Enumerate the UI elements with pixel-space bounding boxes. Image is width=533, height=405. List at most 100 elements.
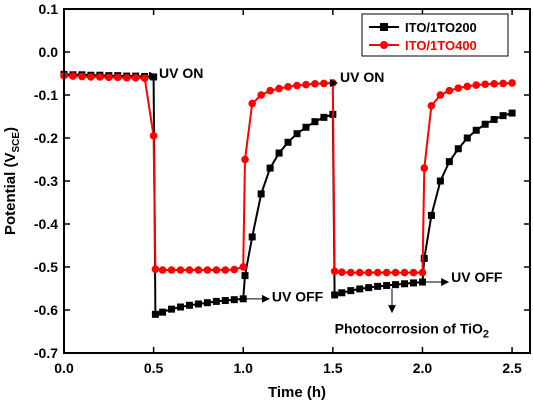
x-tick-label: 1.5 bbox=[323, 360, 343, 376]
data-point bbox=[463, 134, 471, 142]
data-point bbox=[150, 73, 158, 81]
data-point bbox=[140, 74, 149, 83]
data-point bbox=[212, 297, 220, 305]
data-point bbox=[445, 86, 454, 95]
data-point bbox=[167, 266, 176, 274]
data-point bbox=[445, 158, 453, 166]
data-point bbox=[472, 81, 481, 89]
data-point bbox=[149, 132, 158, 140]
x-tick-label: 0.5 bbox=[144, 360, 164, 376]
legend-marker-black bbox=[380, 23, 388, 31]
series-line bbox=[63, 74, 513, 274]
data-point bbox=[151, 265, 160, 273]
y-tick-label: -0.2 bbox=[34, 130, 58, 146]
data-point bbox=[284, 138, 292, 146]
y-tick-label: -0.1 bbox=[34, 87, 58, 103]
data-point bbox=[364, 268, 373, 277]
data-point bbox=[346, 268, 355, 277]
data-point bbox=[481, 80, 489, 89]
data-point bbox=[463, 82, 472, 91]
legend-box bbox=[361, 13, 509, 57]
data-point bbox=[454, 145, 462, 153]
data-point bbox=[338, 289, 346, 297]
data-point bbox=[391, 268, 400, 277]
data-point bbox=[203, 266, 212, 274]
data-point bbox=[257, 190, 265, 198]
data-point bbox=[401, 280, 409, 288]
y-tick-label: -0.7 bbox=[34, 345, 58, 361]
x-tick-label: 0.0 bbox=[54, 360, 74, 376]
data-point bbox=[320, 113, 328, 121]
data-point bbox=[159, 308, 167, 316]
data-point bbox=[356, 285, 364, 293]
data-point bbox=[481, 120, 489, 128]
data-point bbox=[373, 268, 382, 277]
data-point bbox=[194, 300, 202, 308]
data-point bbox=[330, 267, 339, 276]
annotation-label: UV OFF bbox=[451, 269, 503, 285]
data-point bbox=[266, 164, 274, 172]
data-point bbox=[436, 91, 445, 99]
y-axis-title: Potential (VSCE) bbox=[2, 127, 22, 235]
data-point bbox=[239, 263, 248, 271]
annotation-label: UV ON bbox=[159, 65, 203, 81]
data-point bbox=[320, 79, 328, 88]
series-line bbox=[63, 73, 513, 316]
data-point bbox=[293, 81, 301, 90]
legend-label-red: ITO/1TO400 bbox=[405, 38, 477, 53]
data-point bbox=[338, 268, 346, 276]
series-2 bbox=[60, 71, 516, 277]
data-point bbox=[490, 80, 498, 88]
y-tick-label: 0.1 bbox=[39, 1, 59, 17]
data-point bbox=[499, 79, 507, 88]
series-layer bbox=[60, 70, 516, 318]
data-point bbox=[365, 284, 373, 292]
data-point bbox=[355, 268, 364, 277]
data-point bbox=[427, 101, 436, 110]
annotation-label: UV ON bbox=[340, 69, 384, 85]
y-tick-label: -0.5 bbox=[34, 259, 58, 275]
data-point bbox=[420, 254, 428, 262]
y-tick-label: -0.4 bbox=[34, 216, 58, 232]
data-point bbox=[185, 266, 194, 274]
data-point bbox=[194, 266, 203, 274]
data-point bbox=[168, 305, 176, 313]
annotation-layer: UV ON UV ON UV OFF UV OFF Photocorrosion of … bbox=[148, 65, 503, 341]
data-point bbox=[302, 80, 310, 89]
data-point bbox=[418, 268, 427, 277]
legend-label-black: ITO/1TO200 bbox=[405, 20, 477, 35]
data-point bbox=[241, 272, 249, 280]
data-point bbox=[230, 296, 238, 304]
data-point bbox=[78, 72, 86, 81]
y-tick-label: -0.3 bbox=[34, 173, 58, 189]
data-point bbox=[275, 84, 283, 93]
legend-marker-red bbox=[380, 41, 388, 49]
data-point bbox=[212, 266, 221, 274]
data-point bbox=[392, 281, 400, 289]
data-point bbox=[331, 291, 339, 299]
data-point bbox=[113, 73, 122, 82]
legend: ITO/1TO200 ITO/1TO400 bbox=[361, 13, 509, 57]
data-point bbox=[122, 74, 131, 82]
data-point bbox=[311, 118, 319, 126]
data-point bbox=[69, 72, 77, 80]
x-tick-label: 1.0 bbox=[233, 360, 253, 376]
data-point bbox=[508, 79, 516, 87]
annotation-label: UV OFF bbox=[272, 288, 324, 304]
data-point bbox=[427, 211, 435, 219]
data-point bbox=[87, 73, 95, 81]
x-tick-label: 2.0 bbox=[413, 360, 433, 376]
y-tick-label: -0.6 bbox=[34, 302, 58, 318]
data-point bbox=[96, 73, 104, 81]
data-point bbox=[257, 91, 265, 99]
data-point bbox=[383, 281, 391, 289]
data-point bbox=[221, 297, 229, 305]
data-point bbox=[248, 233, 256, 241]
data-point bbox=[158, 266, 167, 274]
data-point bbox=[203, 299, 211, 307]
data-point bbox=[472, 126, 480, 134]
ticks-layer: 0.0 0.5 1.0 1.5 2.0 2.5 0.1 0.0 -0.1 -0.2 -0.3 -0.4… bbox=[34, 1, 530, 376]
data-point bbox=[400, 268, 409, 277]
data-point bbox=[221, 266, 230, 274]
